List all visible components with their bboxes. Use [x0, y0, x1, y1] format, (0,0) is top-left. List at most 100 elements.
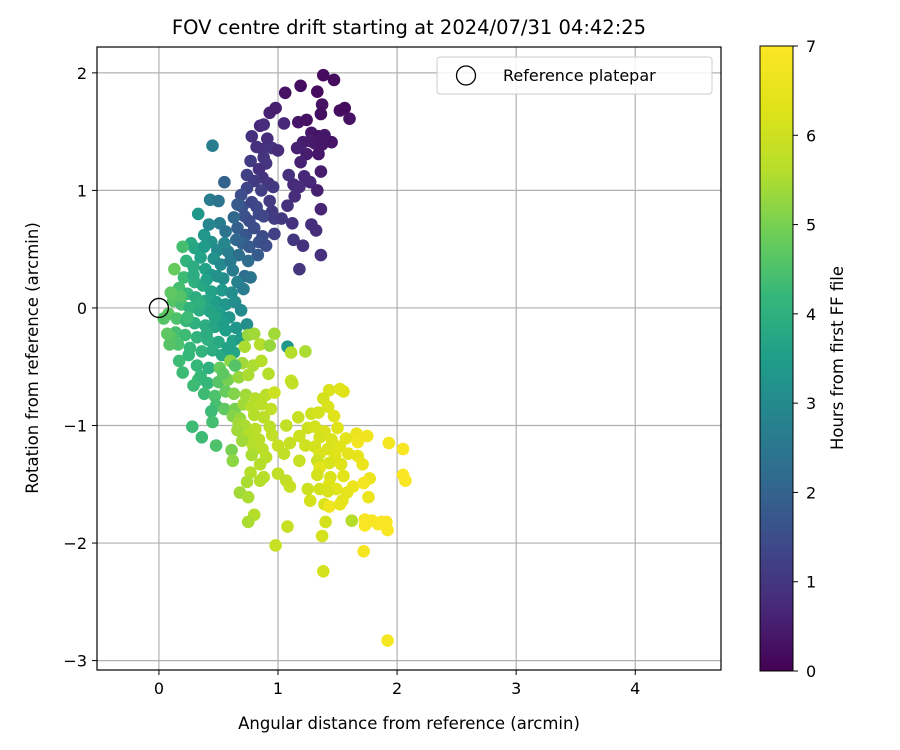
data-point — [301, 482, 315, 496]
data-point — [254, 398, 268, 411]
data-point — [218, 175, 231, 189]
colorbar: 0 1 2 3 4 5 6 7 Hours from first FF file — [759, 37, 847, 681]
data-point — [244, 271, 257, 284]
data-point — [277, 447, 291, 461]
data-point — [174, 289, 187, 303]
data-point — [284, 346, 298, 359]
data-point — [187, 268, 200, 282]
data-point — [231, 221, 244, 235]
data-point — [232, 371, 245, 384]
data-point — [168, 262, 181, 276]
data-point — [356, 458, 369, 471]
y-axis-label: Rotation from reference (arcmin) — [23, 222, 42, 494]
data-point — [312, 147, 325, 161]
y-tick-label: 1 — [77, 181, 87, 200]
data-point — [219, 298, 232, 311]
data-point — [287, 233, 300, 247]
legend-entry-reference-platepar: Reference platepar — [503, 66, 656, 85]
colorbar-tick-label: 2 — [806, 483, 816, 502]
data-point — [240, 318, 254, 331]
data-point — [225, 443, 238, 457]
data-point — [325, 135, 338, 149]
data-point — [396, 442, 410, 456]
colorbar-tick-label: 0 — [806, 662, 816, 681]
data-point — [311, 85, 324, 98]
colorbar-tick-label: 4 — [806, 305, 816, 324]
y-tick-label: −3 — [63, 652, 87, 671]
y-axis-ticks: −3 −2 −1 0 1 2 — [63, 64, 97, 671]
data-point — [163, 338, 176, 351]
data-point — [197, 240, 211, 254]
data-point — [275, 212, 288, 225]
data-points — [157, 68, 412, 647]
reference-platepar-marker — [148, 297, 170, 319]
colorbar-tick-label: 3 — [806, 394, 816, 413]
colorbar-tick-label: 6 — [806, 126, 816, 145]
x-tick-label: 1 — [273, 679, 283, 698]
data-point — [197, 387, 211, 401]
data-point — [314, 165, 328, 178]
data-point — [268, 327, 281, 341]
data-point — [288, 190, 302, 203]
data-point — [263, 339, 277, 352]
data-point — [281, 199, 294, 212]
y-tick-label: −1 — [63, 417, 87, 436]
data-point — [205, 285, 218, 298]
data-point — [190, 331, 204, 344]
data-point — [186, 420, 199, 434]
data-point — [202, 361, 216, 375]
data-point — [338, 101, 352, 115]
data-point — [194, 251, 207, 264]
data-point — [231, 423, 244, 437]
data-point — [257, 411, 271, 424]
data-point — [311, 184, 324, 197]
data-point — [227, 387, 241, 401]
data-point — [247, 327, 261, 341]
data-point — [271, 144, 285, 157]
data-point — [290, 141, 304, 155]
data-point — [293, 262, 306, 276]
data-point — [253, 338, 267, 351]
data-point — [292, 411, 305, 424]
data-point — [314, 107, 328, 121]
data-point — [161, 327, 174, 341]
data-point — [224, 254, 237, 268]
data-point — [399, 474, 412, 488]
chart-title: FOV centre drift starting at 2024/07/31 … — [172, 16, 646, 39]
data-point — [311, 468, 324, 482]
data-point — [238, 340, 251, 354]
data-point — [247, 221, 261, 235]
data-point — [345, 514, 359, 527]
data-point — [177, 271, 191, 284]
data-point — [312, 406, 325, 419]
data-point — [206, 139, 219, 152]
data-point — [216, 367, 230, 381]
data-point — [321, 400, 335, 414]
data-point — [212, 194, 225, 208]
data-point — [357, 476, 371, 490]
x-tick-label: 2 — [392, 679, 402, 698]
data-point — [176, 366, 189, 379]
data-point — [218, 237, 231, 250]
data-point — [265, 428, 279, 442]
data-point — [299, 439, 312, 452]
data-point — [191, 207, 205, 221]
data-point — [333, 498, 347, 511]
colorbar-ticks: 0 1 2 3 4 5 6 7 — [793, 37, 816, 681]
x-tick-label: 0 — [154, 679, 164, 698]
data-point — [240, 475, 254, 489]
data-point — [337, 469, 350, 483]
data-point — [333, 440, 347, 454]
data-point — [293, 429, 306, 443]
data-point — [193, 295, 206, 309]
data-point — [178, 328, 192, 342]
data-point — [357, 545, 371, 558]
x-tick-label: 3 — [511, 679, 521, 698]
data-point — [187, 379, 200, 392]
colorbar-gradient — [759, 45, 794, 672]
data-point — [245, 448, 259, 462]
data-point — [315, 98, 329, 111]
data-point — [283, 436, 297, 450]
data-point — [342, 447, 355, 461]
